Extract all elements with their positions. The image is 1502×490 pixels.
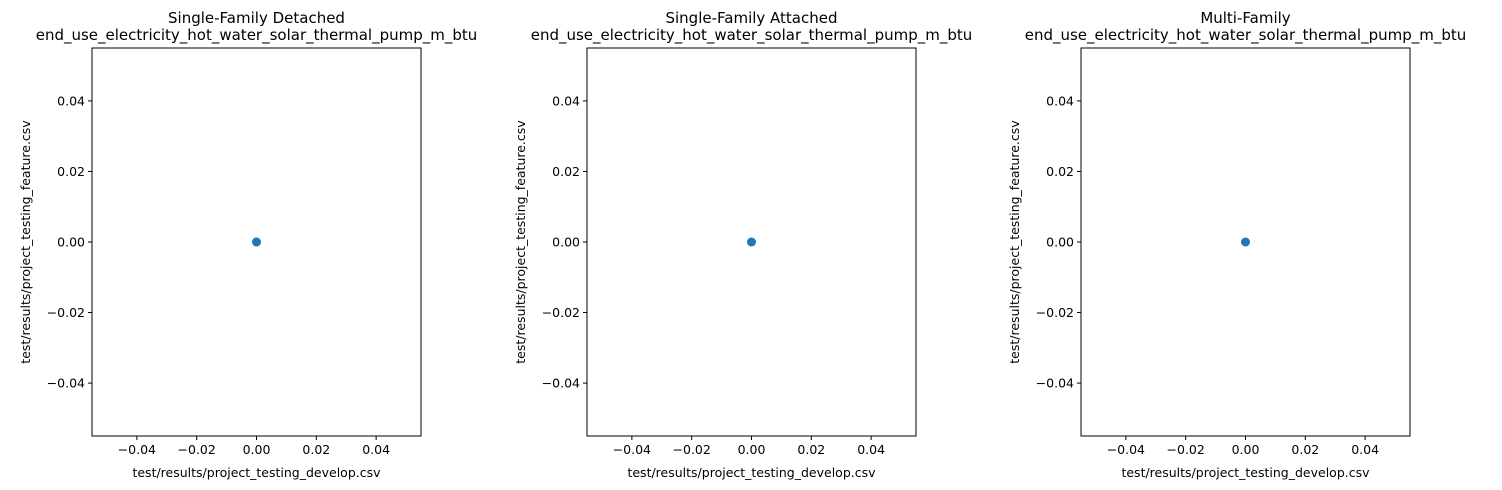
y-tick-label: 0.02 [552,164,580,179]
panel-title-line1: Single-Family Detached [168,9,345,27]
y-tick-label: 0.02 [57,164,85,179]
panel-title-line1: Multi-Family [1200,9,1290,27]
y-tick-label: 0.00 [552,235,580,250]
y-tick-label: −0.04 [542,376,580,391]
x-tick-label: 0.04 [362,442,390,457]
y-tick-label: −0.02 [47,305,85,320]
y-axis-label: test/results/project_testing_feature.csv [18,120,33,364]
x-tick-label: −0.02 [1167,442,1205,457]
x-tick-label: −0.04 [118,442,156,457]
panel-title-line2: end_use_electricity_hot_water_solar_ther… [531,26,973,45]
y-tick-label: −0.02 [1036,305,1074,320]
x-tick-label: −0.02 [673,442,711,457]
y-axis-label: test/results/project_testing_feature.csv [513,120,528,364]
y-tick-label: −0.02 [542,305,580,320]
plot-frame [1080,47,1411,437]
panel-title-line2: end_use_electricity_hot_water_solar_ther… [36,26,478,45]
x-tick-label: 0.00 [1232,442,1260,457]
y-tick-label: 0.00 [57,235,85,250]
x-tick-label: 0.00 [738,442,766,457]
y-tick-label: −0.04 [1036,376,1074,391]
data-point [1241,237,1250,247]
x-tick-label: −0.04 [1107,442,1145,457]
x-tick-label: 0.00 [243,442,271,457]
y-tick-label: 0.04 [57,93,85,108]
y-tick-label: 0.04 [552,93,580,108]
x-axis-label: test/results/project_testing_develop.csv [1121,465,1370,480]
y-tick-label: 0.02 [1046,164,1074,179]
scatter-panel-2: Single-Family Attachedend_use_electricit… [513,9,972,480]
data-point [252,237,261,247]
x-axis-label: test/results/project_testing_develop.csv [132,465,381,480]
x-tick-label: 0.02 [302,442,330,457]
scatter-panel-1: Single-Family Detachedend_use_electricit… [18,9,477,480]
y-tick-label: 0.00 [1046,235,1074,250]
panel-title-line1: Single-Family Attached [665,9,837,27]
panel-title-line2: end_use_electricity_hot_water_solar_ther… [1025,26,1467,45]
y-tick-label: −0.04 [47,376,85,391]
plot-frame [586,47,917,437]
y-axis-label: test/results/project_testing_feature.csv [1007,120,1022,364]
x-tick-label: 0.02 [797,442,825,457]
y-tick-label: 0.04 [1046,93,1074,108]
x-tick-label: −0.04 [613,442,651,457]
x-tick-label: 0.04 [857,442,885,457]
x-tick-label: −0.02 [178,442,216,457]
x-axis-label: test/results/project_testing_develop.csv [627,465,876,480]
scatter-panel-3: Multi-Familyend_use_electricity_hot_wate… [1007,9,1466,480]
data-point [747,237,756,247]
plot-frame [91,47,422,437]
x-tick-label: 0.04 [1351,442,1379,457]
x-tick-label: 0.02 [1291,442,1319,457]
